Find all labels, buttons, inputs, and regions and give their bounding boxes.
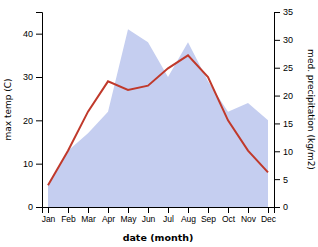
y-tick-line [36, 207, 42, 208]
y2-tick-line [274, 151, 280, 152]
y2-tick-label: 10 [283, 147, 293, 157]
y2-tick: 25 [274, 63, 293, 73]
x-tick-line [168, 207, 169, 213]
y-tick: 10 [23, 159, 42, 169]
x-tick-label: Nov [241, 214, 257, 224]
y2-tick-label: 15 [283, 119, 293, 129]
y2-tick: 5 [274, 175, 288, 185]
x-tick-line [88, 207, 89, 213]
y2-tick: 10 [274, 147, 293, 157]
y2-tick-line [274, 12, 280, 13]
x-tick-line [148, 207, 149, 213]
chart: Jan Feb Mar Apr May Jun Jul Aug Sep Oct Nov Dec 0 10 2… [0, 0, 318, 247]
x-tick-label: Sep [201, 214, 216, 224]
x-tick-line [228, 207, 229, 213]
x-tick-line [208, 207, 209, 213]
x-tick-label: Mar [81, 214, 96, 224]
x-tick: Feb [61, 207, 76, 224]
x-tick-line [48, 207, 49, 213]
y2-axis-title: med. precipitation (kg/m2) [306, 49, 316, 170]
y2-tick-line [274, 179, 280, 180]
y-tick-label: 40 [23, 29, 33, 39]
y-axis-title: max temp (C) [3, 78, 13, 140]
x-tick-label: Jun [142, 214, 156, 224]
y2-tick-line [274, 207, 280, 208]
y-tick: 40 [23, 29, 42, 39]
y-axis: 0 10 20 30 40 [23, 13, 43, 213]
y2-tick-label: 25 [283, 63, 293, 73]
y2-tick-line [274, 68, 280, 69]
y-tick: 20 [23, 116, 42, 126]
y2-tick-line [274, 96, 280, 97]
x-tick-line [108, 207, 109, 213]
y2-tick: 0 [274, 202, 288, 212]
x-tick-label: Oct [222, 214, 236, 224]
x-tick: Nov [241, 207, 257, 224]
x-tick-line [268, 207, 269, 213]
y-tick-line [36, 34, 42, 35]
y-tick-label: 20 [23, 116, 33, 126]
y2-axis: 0 5 10 15 20 25 30 35 [274, 7, 293, 212]
y-tick-label: 0 [28, 202, 33, 212]
x-tick: May [120, 207, 137, 224]
x-tick: Aug [181, 207, 196, 224]
x-tick-label: Aug [181, 214, 196, 224]
plot-area [48, 29, 268, 207]
y2-tick-label: 0 [283, 202, 288, 212]
x-axis: Jan Feb Mar Apr May Jun Jul Aug Sep Oct Nov Dec [42, 207, 277, 224]
y2-tick-line [274, 123, 280, 124]
y2-tick-label: 35 [283, 7, 293, 17]
precip-area [48, 29, 268, 207]
x-tick-line [128, 207, 129, 213]
x-tick: Jul [163, 207, 174, 224]
axis-domain [36, 13, 43, 208]
y2-tick-label: 5 [283, 175, 288, 185]
x-tick: Oct [222, 207, 236, 224]
x-tick-line [68, 207, 69, 213]
x-tick: Jan [42, 207, 56, 224]
y2-tick-label: 20 [283, 91, 293, 101]
x-tick: Dec [261, 207, 277, 224]
x-tick-label: Dec [261, 214, 277, 224]
x-tick-line [248, 207, 249, 213]
y-tick-line [36, 120, 42, 121]
x-axis-title: date (month) [123, 232, 194, 243]
y2-tick: 30 [274, 35, 293, 45]
y-tick: 0 [28, 202, 42, 212]
y2-tick-label: 30 [283, 35, 293, 45]
y-tick-label: 10 [23, 159, 33, 169]
x-tick-label: Jul [163, 214, 174, 224]
x-tick: Sep [201, 207, 216, 224]
axis-domain [43, 208, 275, 214]
x-tick-label: Apr [102, 214, 115, 224]
x-tick-label: Jan [42, 214, 56, 224]
x-tick: Mar [81, 207, 96, 224]
x-tick: Jun [142, 207, 156, 224]
x-tick: Apr [102, 207, 115, 224]
y2-tick: 20 [274, 91, 293, 101]
y-tick-line [36, 77, 42, 78]
x-tick-label: Feb [61, 214, 76, 224]
x-tick-line [188, 207, 189, 213]
temp-line [48, 55, 268, 185]
y2-tick-line [274, 40, 280, 41]
y-tick: 30 [23, 72, 42, 82]
y2-tick: 15 [274, 119, 293, 129]
y2-tick: 35 [274, 7, 293, 17]
y-tick-line [36, 164, 42, 165]
axis-domain [275, 13, 281, 208]
x-tick-label: May [120, 214, 137, 224]
y-tick-label: 30 [23, 72, 33, 82]
